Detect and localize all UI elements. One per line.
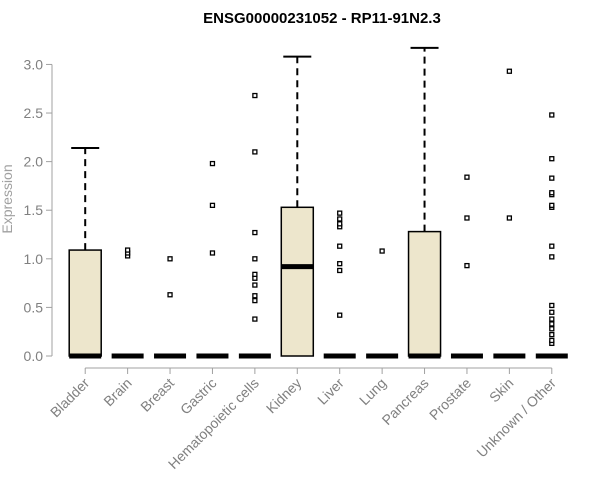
y-tick-label: 0.5: [24, 299, 44, 315]
y-tick-label: 2.0: [24, 154, 44, 170]
box-bladder: [68, 147, 102, 359]
x-tick-label: Skin: [486, 375, 517, 406]
outlier-point: [549, 175, 555, 181]
x-tick-label: Pancreas: [379, 375, 432, 428]
outlier-point: [337, 261, 343, 267]
x-tick-label: Prostate: [426, 375, 474, 423]
box-kidney: [280, 55, 315, 357]
box-gastric: [196, 160, 229, 359]
box-body: [280, 206, 315, 357]
box-body: [68, 249, 102, 357]
outlier-point: [464, 262, 470, 269]
box-lung: [366, 248, 399, 359]
outlier-point: [337, 312, 343, 318]
outlier-point: [549, 326, 555, 332]
outlier-point: [549, 156, 555, 162]
outlier-point: [252, 271, 258, 278]
outlier-point: [209, 250, 216, 256]
x-tick-label: Breast: [137, 375, 177, 415]
x-tick-label: Bladder: [47, 375, 93, 421]
outlier-point: [167, 292, 173, 298]
outlier-point: [252, 316, 258, 322]
outlier-point: [337, 243, 343, 249]
box-unknown-other: [535, 112, 568, 359]
chart-title: ENSG00000231052 - RP11-91N2.3: [203, 10, 441, 27]
boxes: [68, 46, 568, 359]
outlier-point: [464, 174, 470, 180]
outlier-point: [506, 215, 513, 221]
outlier-point: [464, 215, 470, 221]
box-skin: [493, 68, 526, 359]
outlier-point: [549, 321, 555, 327]
outlier-point: [252, 282, 258, 288]
box-prostate: [450, 174, 483, 359]
y-tick-label: 1.5: [24, 202, 44, 218]
box-body: [407, 230, 442, 357]
outlier-point: [549, 337, 555, 344]
outlier-point: [252, 256, 258, 262]
box-brain: [111, 247, 144, 359]
outlier-point: [549, 202, 555, 209]
outlier-point: [337, 216, 343, 222]
outlier-point: [337, 210, 343, 216]
box-liver: [323, 210, 356, 359]
y-tick-label: 0.0: [24, 348, 44, 364]
x-tick-label: Brain: [100, 375, 134, 409]
outlier-point: [549, 302, 555, 309]
box-breast: [154, 256, 187, 359]
outlier-point: [337, 221, 343, 227]
y-tick-label: 3.0: [24, 56, 44, 72]
outlier-point: [209, 160, 216, 167]
outlier-point: [379, 248, 385, 254]
outlier-point: [252, 293, 258, 299]
outlier-point: [549, 112, 555, 118]
outlier-point: [252, 92, 258, 99]
outlier-point: [549, 331, 555, 338]
outlier-point: [252, 229, 258, 236]
outlier-point: [549, 309, 555, 315]
outlier-point: [124, 247, 131, 253]
outlier-point: [209, 202, 216, 209]
x-tick-label: Liver: [314, 375, 347, 408]
y-tick-label: 1.0: [24, 251, 44, 267]
y-axis: 0.0 0.5 1.0 1.5 2.0 2.5 3.0: [24, 56, 53, 364]
outlier-point: [337, 267, 343, 274]
outlier-point: [549, 243, 555, 249]
outlier-point: [167, 256, 173, 262]
x-tick-label: Unknown / Other: [473, 375, 559, 461]
outlier-point: [506, 68, 513, 74]
outlier-point: [549, 316, 555, 322]
outlier-point: [252, 149, 258, 155]
box-hematopoietic-cells: [238, 92, 271, 359]
box-pancreas: [407, 46, 442, 359]
outlier-point: [252, 297, 258, 304]
x-tick-label: Kidney: [263, 375, 305, 417]
y-axis-label: Expression: [0, 164, 15, 233]
outlier-point: [549, 190, 555, 196]
y-tick-label: 2.5: [24, 105, 44, 121]
x-tick-label: Lung: [356, 375, 389, 408]
outlier-point: [549, 254, 555, 260]
